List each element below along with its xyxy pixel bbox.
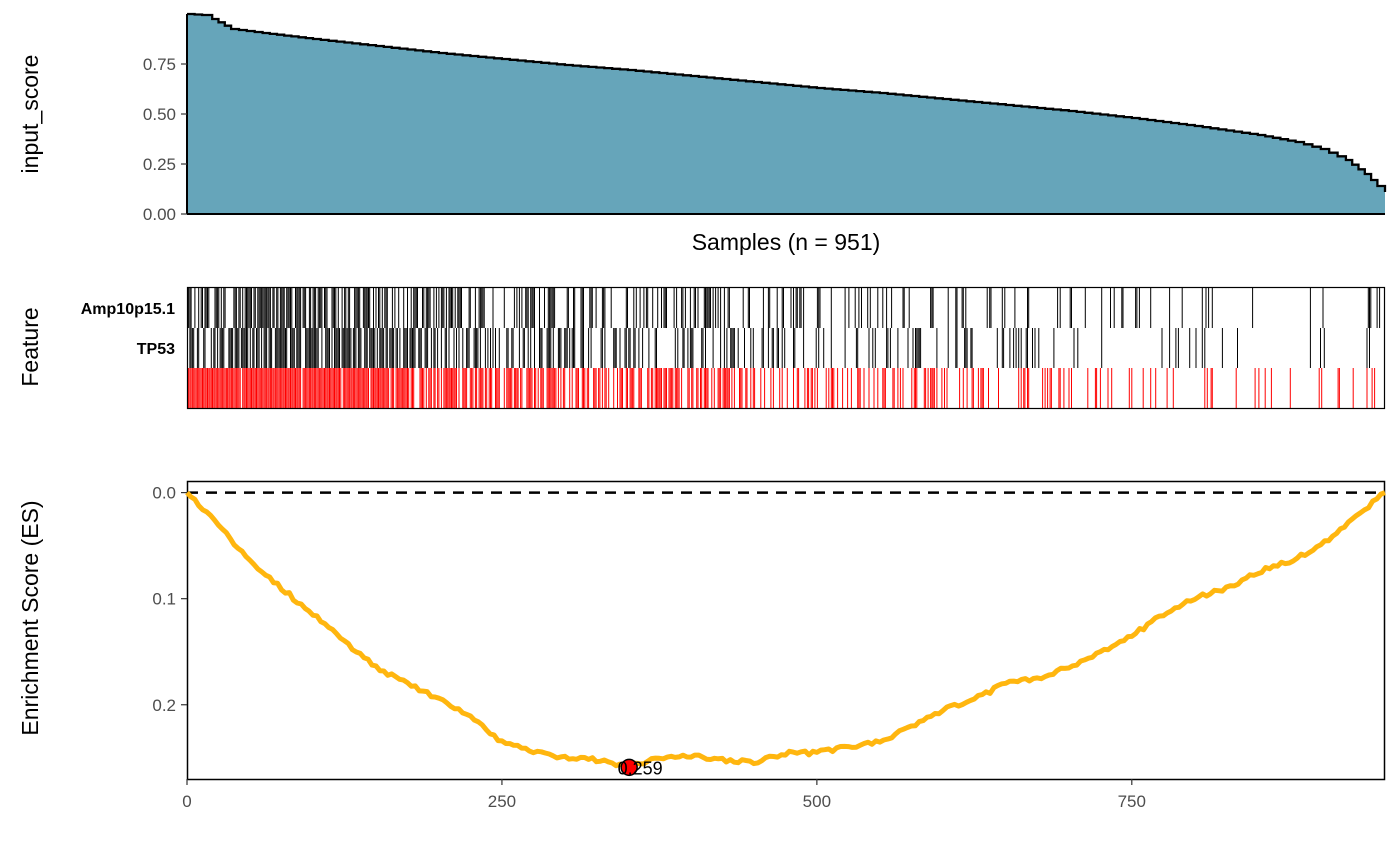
score-area [187, 14, 1385, 214]
feature-panel: Amp10p15.1 TP53 Feature [17, 286, 1386, 410]
feature-row-label: TP53 [137, 341, 175, 358]
score-y-tick-label: 0.50 [143, 105, 176, 124]
es-y-tick-label: 0.0 [152, 484, 176, 503]
es-extreme-label: 0.259 [618, 758, 663, 778]
score-curve [187, 12, 1387, 192]
score-y-tick-label: 0.25 [143, 155, 176, 174]
enrichment-y-axis-title: Enrichment Score (ES) [17, 500, 43, 735]
enrichment-curve [185, 490, 1386, 771]
score-panel: 0.00 0.25 0.50 0.75 input_score Samples (n … [17, 12, 1387, 255]
feature-panel-border [186, 286, 1386, 410]
enrichment-panel: 0.259 0.0 0.1 0.2 0 250 500 750 Enrichment Sc… [17, 480, 1386, 811]
es-y-tick-label: 0.1 [152, 590, 176, 609]
feature-ticks [188, 288, 1381, 408]
es-x-ticks: 0 250 500 750 [182, 779, 1146, 811]
score-y-ticks: 0.00 0.25 0.50 0.75 [143, 55, 187, 224]
es-y-tick-label: 0.2 [152, 696, 176, 715]
score-y-tick-label: 0.00 [143, 205, 176, 224]
es-x-tick-label: 500 [803, 792, 831, 811]
es-x-tick-label: 250 [488, 792, 516, 811]
es-y-ticks: 0.0 0.1 0.2 [152, 484, 187, 715]
enrichment-panel-border [186, 480, 1386, 781]
feature-row-label: Amp10p15.1 [81, 301, 175, 318]
score-y-axis-title: input_score [17, 55, 43, 174]
es-extreme-point [620, 758, 638, 777]
es-x-tick-label: 0 [182, 792, 191, 811]
es-x-tick-label: 750 [1118, 792, 1146, 811]
score-x-axis-title: Samples (n = 951) [692, 229, 881, 255]
score-y-tick-label: 0.75 [143, 55, 176, 74]
feature-row-labels: Amp10p15.1 TP53 [81, 301, 175, 358]
feature-y-axis-title: Feature [17, 307, 43, 386]
es-extreme-marker: 0.259 [618, 758, 663, 778]
